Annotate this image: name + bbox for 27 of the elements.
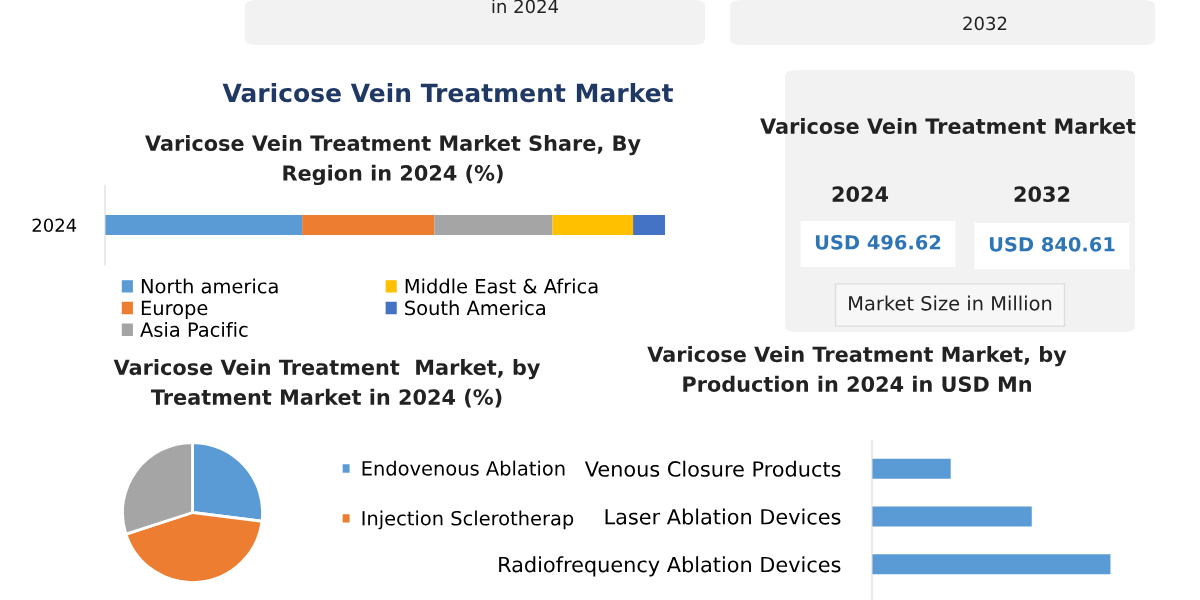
y-tick-label: Venous Closure Products xyxy=(584,460,841,477)
y-tick-label: Laser Ablation Devices xyxy=(605,508,841,525)
chart-subtitle: Varicose Vein Treatment Market Share, By Region in 2024 (%) xyxy=(145,134,641,186)
chart-title: Varicose Vein Treatment Market, by Production in 2024 in USD Mn xyxy=(647,346,1067,392)
chart-title: Varicose Vein Treatment Market, by Treatment Market in 2024 (%) xyxy=(113,359,541,408)
text: Market Size in Million xyxy=(849,295,1052,311)
bar xyxy=(552,215,634,235)
legend-label: Europe xyxy=(141,300,208,320)
legend-label: Middle East & Africa xyxy=(405,278,598,294)
legend-label: Injection Sclerotherap xyxy=(362,510,574,530)
text: USD 496.62 xyxy=(815,234,941,250)
legend-label: South America xyxy=(405,300,545,316)
text: 2024 xyxy=(832,186,889,203)
legend-label: Endovenous Ablation xyxy=(362,460,565,476)
legend-label: North america xyxy=(141,278,278,294)
text: 2032 xyxy=(963,16,1007,31)
text: 2032 xyxy=(1014,186,1070,203)
bar xyxy=(302,215,435,235)
legend-label: Asia Pacific xyxy=(140,321,248,338)
bar xyxy=(633,215,665,235)
y-tick-label: Radiofrequency Ablation Devices xyxy=(499,556,841,577)
chart-title: Varicose Vein Treatment Market xyxy=(222,82,673,103)
bar xyxy=(434,215,553,235)
text: USD 840.61 xyxy=(989,236,1115,252)
text: in 2024 xyxy=(492,0,559,14)
text: Varicose Vein Treatment Market xyxy=(760,117,1136,135)
bar xyxy=(105,215,303,235)
